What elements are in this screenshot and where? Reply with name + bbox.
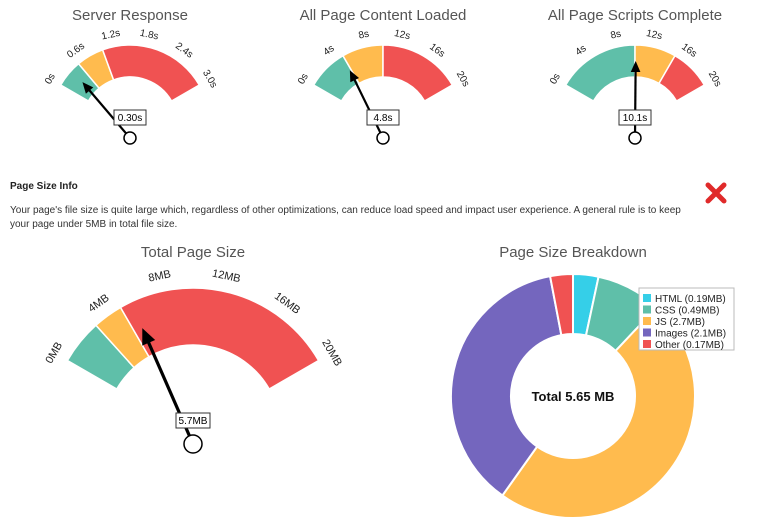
total-page-size-gauge: Total Page Size 0MB 4MB 8MB 12MB 16MB 20MB 5.7M… bbox=[44, 244, 344, 454]
gauge-value-label: 5.7MB bbox=[179, 416, 208, 427]
content-loaded-gauge: All Page Content Loaded 0s 4s 8s 12s 16s 20s 4.… bbox=[296, 7, 472, 145]
gauge-needle-head bbox=[142, 328, 156, 346]
gauge-title: Server Response bbox=[72, 7, 188, 24]
gauge-needle-head bbox=[349, 70, 360, 83]
legend-swatch bbox=[643, 305, 651, 314]
gauge-needle-head bbox=[82, 82, 94, 94]
gauge-tick-label: 16s bbox=[427, 41, 447, 59]
pie-slice-3 bbox=[450, 275, 563, 497]
gauge-tick-label: 20s bbox=[706, 69, 724, 88]
gauge-tick-label: 0s bbox=[296, 72, 311, 87]
pie-slice-2 bbox=[500, 305, 696, 519]
pie-legend bbox=[638, 287, 735, 351]
gauge-title: Total Page Size bbox=[141, 244, 245, 261]
gauge-value-box bbox=[366, 109, 400, 126]
gauge-tick-label: 20s bbox=[454, 69, 472, 88]
gauge-value-label: 10.1s bbox=[623, 113, 647, 124]
gauge-value-box bbox=[113, 109, 147, 126]
red-x-icon bbox=[705, 182, 727, 204]
gauge-value-label: 0.30s bbox=[118, 113, 142, 124]
gauge-tick-label: 2.4s bbox=[173, 41, 195, 61]
page-size-info: Page Size Info Your page's file size is … bbox=[10, 181, 710, 232]
pie-title: Page Size Breakdown bbox=[499, 244, 647, 261]
gauge-needle-head bbox=[630, 61, 641, 73]
legend-swatch bbox=[643, 340, 651, 348]
gauge-band-2 bbox=[657, 54, 706, 103]
gauge-tick-label: 0.6s bbox=[65, 41, 87, 61]
gauge-value-label: 4.8s bbox=[374, 113, 393, 124]
gauge-tick-label: 4MB bbox=[86, 292, 111, 315]
legend-label: CSS (0.49MB) bbox=[655, 306, 719, 317]
info-description: Your page's file size is quite large whi… bbox=[10, 205, 681, 230]
gauge-tick-label: 0s bbox=[548, 72, 563, 87]
info-title: Page Size Info bbox=[10, 181, 78, 192]
legend-swatch bbox=[643, 328, 651, 337]
gauge-tick-label: 1.8s bbox=[139, 28, 160, 43]
gauge-tick-label: 3.0s bbox=[200, 68, 219, 90]
legend-label: Images (2.1MB) bbox=[655, 329, 726, 340]
gauge-tick-label: 1.2s bbox=[101, 28, 122, 43]
legend-swatch bbox=[643, 294, 651, 302]
gauge-tick-label: 8s bbox=[610, 29, 623, 42]
gauge-pivot bbox=[183, 434, 203, 454]
gauge-pivot bbox=[376, 131, 390, 145]
gauge-title: All Page Scripts Complete bbox=[548, 7, 722, 24]
legend-swatch bbox=[643, 317, 651, 325]
gauge-value-box bbox=[175, 412, 211, 429]
pie-slice-4 bbox=[548, 272, 574, 337]
legend-label: Other (0.17MB) bbox=[655, 340, 724, 351]
gauge-tick-label: 20MB bbox=[319, 338, 344, 369]
gauge-tick-label: 4s bbox=[574, 43, 589, 58]
gauge-tick-label: 12s bbox=[645, 28, 663, 42]
gauge-tick-label: 16MB bbox=[272, 290, 302, 317]
server-response-gauge: Server Response 0s 0.6s 1.2s 1.8s 2.4s 3.0s 0.3… bbox=[43, 7, 219, 145]
gauge-tick-label: 16s bbox=[679, 41, 699, 59]
gauge-tick-label: 12MB bbox=[211, 268, 242, 286]
gauge-tick-label: 4s bbox=[322, 43, 337, 58]
legend-label: JS (2.7MB) bbox=[655, 317, 705, 328]
gauge-needle bbox=[86, 87, 127, 135]
gauge-tick-label: 8s bbox=[358, 29, 371, 42]
gauge-band-2 bbox=[101, 44, 201, 103]
legend-label: HTML (0.19MB) bbox=[655, 294, 726, 305]
gauge-title: All Page Content Loaded bbox=[300, 7, 467, 24]
gauge-tick-label: 0MB bbox=[44, 340, 66, 366]
gauge-tick-label: 0s bbox=[43, 72, 58, 87]
gauge-band-2 bbox=[382, 44, 454, 103]
gauge-pivot bbox=[628, 131, 642, 145]
gauge-pivot bbox=[123, 131, 137, 145]
page-size-breakdown-chart: Page Size Breakdown Total 5.65 MB HTML (0.… bbox=[450, 244, 735, 519]
gauge-band-2 bbox=[119, 287, 320, 391]
gauge-value-box bbox=[618, 109, 652, 126]
scripts-complete-gauge: All Page Scripts Complete 0s 4s 8s 12s 16s 20s… bbox=[548, 7, 724, 145]
gauge-tick-label: 8MB bbox=[147, 268, 172, 284]
pie-center-label: Total 5.65 MB bbox=[532, 389, 615, 404]
gauge-tick-label: 12s bbox=[393, 28, 411, 42]
